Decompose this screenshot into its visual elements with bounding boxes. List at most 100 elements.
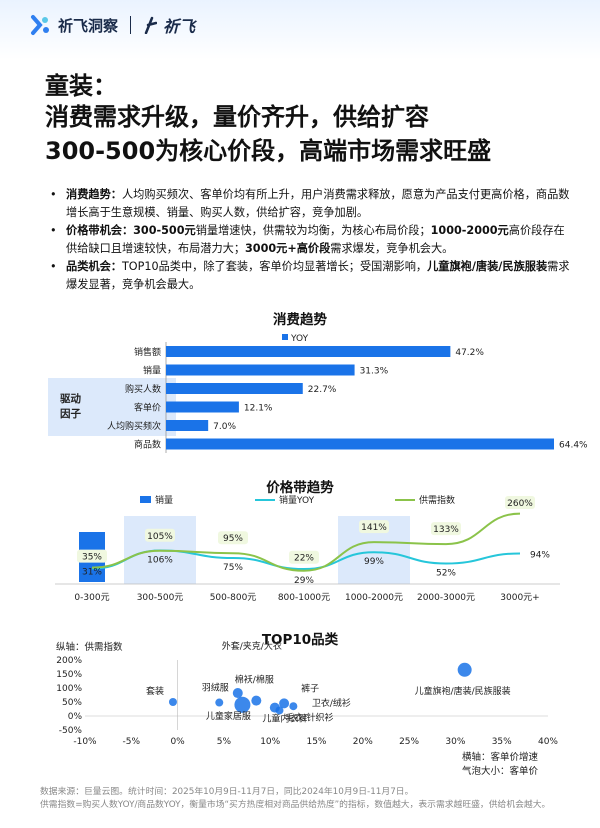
bubble-label: 儿童旗袍/唐装/民族服装 [415, 685, 511, 697]
x-axis-title: 横轴：客单价增速 [462, 751, 539, 763]
data-label: 29% [294, 576, 314, 586]
category-label: 1000-2000元 [345, 593, 403, 603]
bullet-text: 1000-2000元 [430, 224, 509, 237]
brand2-logo-icon [144, 16, 158, 34]
bullet-text: 销量增速快，供需较为均衡，为核心布局价段； [195, 224, 431, 237]
bar [166, 401, 239, 413]
category-label: 800-1000元 [278, 593, 330, 603]
category-label: 销售额 [134, 346, 161, 358]
bar [166, 438, 554, 450]
bubble-label: 外套/夹克/大衣 [222, 640, 282, 652]
bubble-label: 套装 [146, 685, 164, 697]
data-label: 47.2% [455, 348, 484, 358]
category-label: 300-500元 [137, 593, 184, 603]
data-label: 7.0% [213, 422, 236, 432]
x-tick-label: 15% [306, 737, 326, 747]
series-line-index [91, 512, 521, 572]
bullet-text: 需求爆发显著，竞争机会最大。 [66, 260, 570, 291]
data-label-bg [505, 496, 535, 509]
bullet-heading: 品类机会： [66, 260, 122, 273]
category-label: 人均购买频次 [107, 420, 161, 432]
data-label: 133% [433, 525, 459, 535]
data-label: 99% [364, 557, 384, 567]
bubble-label: 儿童内衣裤 [262, 713, 307, 725]
data-label-bg [359, 520, 389, 534]
bullet-text: 需求爆发，竞争机会大。 [330, 241, 454, 255]
data-label: 31% [82, 568, 102, 578]
brand-logo-icon [31, 15, 49, 35]
bubble-label: 羽绒服 [202, 682, 229, 694]
data-label: 105% [147, 532, 173, 542]
header: 祈飞洞察 祈飞 [30, 10, 195, 40]
data-label-bg [218, 531, 248, 545]
data-label-bg [289, 550, 319, 564]
data-label: 106% [147, 556, 173, 566]
bar [166, 364, 355, 376]
legend-label: 供需指数 [419, 494, 455, 506]
bullet-item: 消费趋势：人均购买频次、客单价均有所上升，用户消费需求释放，愿意为产品支付更高价… [50, 186, 570, 221]
footer-note: 供需指数=购买人数YOY/商品数YOY，衡量市场“买方热度相对商品供给热度”的指… [40, 800, 551, 810]
chart2-title: 价格带趋势 [266, 480, 334, 496]
bubble-label: 儿童家居服 [206, 710, 251, 722]
data-label: 35% [82, 553, 102, 563]
x-tick-label: 20% [353, 737, 373, 747]
y-tick-label: 50% [62, 698, 82, 708]
bullet-text: 3000元+高价段 [245, 241, 331, 255]
bubble [251, 695, 262, 706]
bullet-text: 300-500元 [133, 224, 196, 237]
bullet-heading: 价格带机会： [66, 224, 134, 237]
chart1-title: 消费趋势 [273, 312, 327, 328]
page-title: 童装： 消费需求升级，量价齐升，供给扩容 300-500为核心价段，高端市场需求… [45, 72, 491, 168]
brand2-name: 祈飞 [163, 17, 196, 36]
y-tick-label: 200% [56, 656, 82, 666]
bullet-item: 品类机会：TOP10品类中，除了套装，客单价均显著增长；受国潮影响，儿童旗袍/唐… [50, 258, 570, 293]
bullet-list: 消费趋势：人均购买频次、客单价均有所上升，用户消费需求释放，愿意为产品支付更高价… [50, 186, 570, 294]
bullet-text: 人均购买频次、客单价均有所上升，用户消费需求释放，愿意为产品支付更高价格，商品数… [66, 188, 570, 219]
data-label: 31.3% [360, 367, 389, 377]
category-label: 0-300元 [74, 593, 109, 603]
chart3-title: TOP10品类 [261, 632, 339, 648]
title-line-3: 300-500为核心价段，高端市场需求旺盛 [45, 137, 492, 165]
x-tick-label: -5% [123, 737, 141, 747]
brand-name: 祈飞洞察 [58, 16, 119, 35]
bubble-label: 裤子 [301, 682, 319, 694]
data-label: 22% [294, 554, 314, 564]
footer-source: 数据来源：巨量云图。统计时间：2025年10月9日-11月7日，同比2024年1… [40, 787, 414, 797]
bubble [279, 698, 290, 709]
bubble [215, 698, 224, 707]
bubble [232, 688, 243, 699]
legend-swatch [140, 496, 151, 503]
bubble [234, 696, 251, 713]
data-label: 260% [507, 499, 533, 509]
data-label-bg [77, 549, 107, 563]
y-tick-label: -50% [59, 726, 83, 736]
bar [166, 420, 209, 431]
data-label: 64.4% [559, 441, 588, 451]
header-divider [130, 16, 132, 34]
bubble-label: 卫衣/绒衫 [312, 697, 351, 709]
x-tick-label: 35% [492, 737, 512, 747]
data-label-bg [431, 522, 461, 536]
x-tick-label: 0% [170, 737, 185, 747]
bullet-text: 儿童旗袍/唐装/民族服装 [427, 260, 548, 273]
chart-price-band-trend: 销量 销量YOY 供需指数 35% 105% 95% 22% 141% 133% 260% 31% 1… [55, 494, 560, 603]
driver-group-label: 因子 [60, 408, 81, 420]
chart-top10-categories: 纵轴：供需指数 200% 150% 100% 50% 0% -50%-10% -5% 0% 5% 1… [56, 640, 558, 777]
x-tick-label: 30% [445, 737, 465, 747]
data-label: 12.1% [244, 404, 273, 414]
y-tick-label: 100% [56, 684, 82, 694]
data-label-bg [145, 528, 175, 542]
bullet-text: TOP10品类中，除了套装，客单价均显著增长；受国潮影响， [121, 260, 428, 273]
driver-group-label: 驱动 [60, 392, 81, 405]
data-label: 52% [436, 569, 456, 579]
legend-label: YOY [290, 334, 309, 344]
legend-swatch [282, 334, 288, 340]
title-line-2: 消费需求升级，量价齐升，供给扩容 [45, 103, 429, 131]
bubble-label: 棉袄/棉服 [235, 674, 274, 686]
size-legend-label: 气泡大小：客单价 [462, 765, 539, 777]
bullet-text: 高价段存在供给缺口且增速较快，布局潜力大； [66, 224, 565, 255]
data-label: 75% [223, 563, 243, 573]
category-label: 2000-3000元 [417, 593, 475, 603]
y-tick-label: 0% [68, 712, 83, 722]
